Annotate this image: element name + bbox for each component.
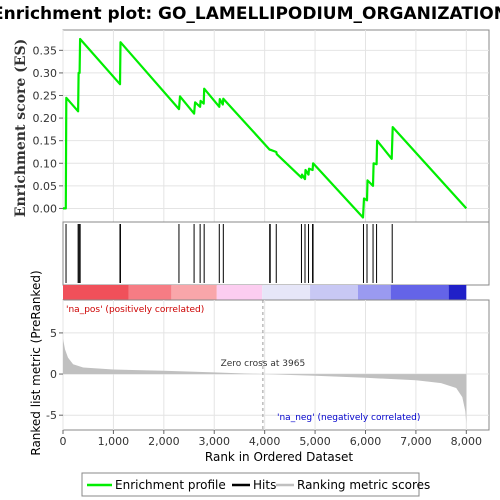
x-tick-label: 5,000 [299, 435, 331, 448]
ranking-bar-segment [448, 285, 467, 300]
legend-label-enrichment: Enrichment profile [115, 478, 226, 492]
es-tick-label: 0.20 [33, 112, 58, 125]
x-tick-label: 7,000 [400, 435, 432, 448]
metric-tick-label: 0 [50, 368, 57, 381]
legend-label-ranking-metric: Ranking metric scores [297, 478, 430, 492]
rank-x-ticks: 0 1,000 2,000 3,000 4,000 5,000 6,000 7,000 8,00… [60, 430, 483, 448]
zero-cross-label: Zero cross at 3965 [221, 359, 306, 369]
enrichment-profile-line [63, 37, 468, 219]
metric-tick-label: 5 [50, 327, 57, 340]
ranking-bar-segment [262, 285, 311, 300]
negative-correlation-label: 'na_neg' (negatively correlated) [277, 413, 420, 423]
x-tick-label: 1,000 [98, 435, 130, 448]
ranking-bar-segment [63, 285, 129, 300]
es-tick-label: 0.10 [33, 157, 58, 170]
es-tick-label: 0.30 [33, 67, 58, 80]
hits-panel [62, 221, 490, 286]
x-tick-label: 8,000 [451, 435, 483, 448]
x-tick-label: 6,000 [350, 435, 382, 448]
legend-label-hits: Hits [253, 478, 276, 492]
legend-box [81, 472, 420, 497]
es-tick-label: 0.25 [33, 90, 58, 103]
es-gridlines [62, 30, 489, 222]
x-tick-label: 0 [60, 435, 67, 448]
x-tick-label: 4,000 [249, 435, 281, 448]
chart-title: Enrichment plot: GO_LAMELLIPODIUM_ORGANI… [0, 4, 500, 24]
x-tick-label: 3,000 [198, 435, 230, 448]
ranking-color-bar [63, 285, 467, 300]
ranking-bar-segment [310, 285, 358, 300]
hit-lines [65, 224, 393, 283]
es-tick-label: 0.15 [33, 135, 58, 148]
es-y-ticks: 0.00 0.05 0.10 0.15 0.20 0.25 0.30 0.35 [33, 44, 63, 215]
es-y-axis-label: Enrichment score (ES) [13, 39, 29, 217]
ranking-bar-segment [171, 285, 217, 300]
metric-y-ticks: -5 0 5 [46, 327, 63, 422]
es-panel-frame [62, 29, 490, 223]
legend: Enrichment profile Hits Ranking metric s… [81, 472, 430, 497]
ranking-bar-segment [357, 285, 391, 300]
ranking-bar-segment [128, 285, 172, 300]
ranking-bar-segment [216, 285, 263, 300]
rank-x-axis-label: Rank in Ordered Dataset [205, 450, 353, 464]
positive-correlation-label: 'na_pos' (positively correlated) [66, 305, 204, 315]
ranking-bar-segment [390, 285, 449, 300]
x-tick-label: 2,000 [148, 435, 180, 448]
metric-panel: Zero cross at 3965 'na_pos' (positively … [29, 270, 490, 464]
es-tick-label: 0.00 [33, 202, 58, 215]
metric-panel-frame [62, 299, 490, 431]
metric-tick-label: -5 [46, 409, 57, 422]
metric-y-axis-label: Ranked list metric (PreRanked) [29, 270, 43, 455]
es-panel: 0.00 0.05 0.10 0.15 0.20 0.25 0.30 0.35 Enrichm… [13, 29, 490, 223]
es-tick-label: 0.05 [33, 180, 58, 193]
es-tick-label: 0.35 [33, 44, 58, 57]
